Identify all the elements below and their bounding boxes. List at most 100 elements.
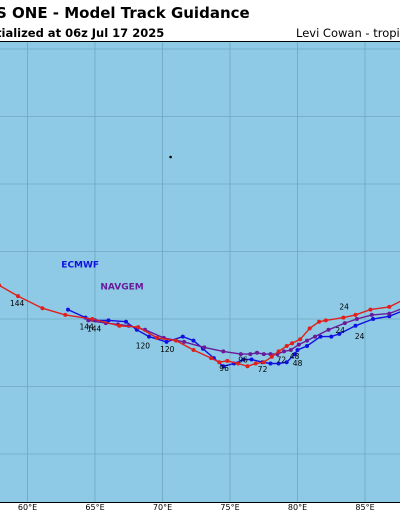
track-point-ecmwf [180, 334, 185, 339]
track-point-ecmwf [66, 307, 70, 312]
track-point-ecmwf [305, 344, 309, 348]
track-point-gfs [307, 326, 312, 331]
track-point-navgem [255, 350, 259, 355]
forecast-hour-label: 120 [160, 345, 175, 354]
forecast-hour-label: 96 [219, 364, 229, 373]
track-point-gfs [298, 337, 303, 342]
track-point-navgem [313, 334, 317, 339]
track-point-gfs [217, 360, 222, 365]
longitude-axis: 60°E 65°E 70°E 75°E 80°E 85°E [0, 502, 400, 516]
track-point-ecmwf [249, 357, 254, 362]
track-point-gfs [341, 315, 346, 320]
track-point-navgem [182, 339, 187, 344]
track-point-navgem [288, 348, 293, 352]
track-point-ecmwf [241, 357, 246, 362]
track-point-navgem [326, 327, 331, 332]
track-point-ecmwf [164, 339, 169, 344]
forecast-hour-label: 96 [238, 356, 248, 365]
track-point-gfs [191, 348, 196, 352]
track-point-ecmwf [295, 348, 300, 352]
track-point-gfs [236, 361, 241, 366]
lon-tick-label: 70°E [152, 503, 173, 512]
track-point-gfs [245, 364, 250, 369]
track-point-ecmwf [329, 334, 334, 339]
track-map-canvas: 24 48 96 120 144 ECMWF 24 48 120 144 NAVGEM 24 72 72 9… [0, 42, 400, 502]
track-point-navgem [238, 352, 243, 357]
track-point-gfs [387, 304, 392, 309]
track-point-gfs [317, 319, 322, 324]
track-point-navgem [248, 352, 253, 357]
track-point-ecmwf [292, 352, 297, 357]
track-point-ecmwf [284, 360, 289, 365]
track-point-gfs [90, 317, 95, 321]
track-point-ecmwf [124, 319, 128, 324]
forecast-hour-label: 120 [136, 342, 151, 351]
forecast-hour-label: 144 [87, 324, 102, 333]
forecast-hour-label: 144 [80, 323, 95, 332]
track-point-gfs [276, 349, 281, 354]
track-point-navgem [296, 342, 301, 347]
track-point-navgem [86, 318, 91, 323]
page-title: S ONE - Model Track Guidance [0, 2, 400, 24]
track-point-ecmwf [106, 318, 111, 323]
track-point-gfs [368, 307, 373, 312]
lon-tick-label: 75°E [220, 503, 240, 512]
track-point-navgem [221, 349, 226, 354]
track-point-gfs [209, 356, 214, 361]
track-point-navgem [369, 312, 374, 317]
track-point-gfs [174, 338, 178, 343]
track-point-navgem [387, 311, 392, 316]
track-point-ecmwf [353, 323, 358, 328]
track-point-ecmwf [318, 334, 323, 339]
forecast-hour-label: 24 [339, 303, 349, 312]
track-point-ecmwf [337, 331, 342, 336]
track-point-gfs [323, 318, 328, 323]
track-point-navgem [354, 317, 359, 321]
page-title-text: S ONE - Model Track Guidance [0, 4, 250, 22]
track-ecmwf[interactable]: 24 48 96 120 144 ECMWF [61, 261, 400, 369]
lon-tick-label: 65°E [85, 503, 105, 512]
track-point-ecmwf [221, 364, 226, 369]
track-point-navgem [282, 349, 286, 354]
forecast-hour-label: 24 [355, 332, 365, 341]
forecast-hour-label: 24 [335, 326, 345, 335]
track-point-gfs [225, 358, 230, 363]
track-point-navgem [342, 321, 347, 326]
lon-tick-label: 80°E [287, 503, 308, 512]
track-point-gfs [253, 361, 258, 366]
forecast-hour-label: 48 [293, 359, 303, 368]
track-point-navgem [261, 352, 266, 357]
model-label-navgem: NAVGEM [100, 282, 143, 292]
track-point-gfs [155, 335, 160, 340]
track-point-ecmwf [276, 361, 281, 366]
author-credit: Levi Cowan - tropicaltid [296, 26, 400, 40]
track-point-gfs [290, 341, 295, 346]
track-point-gfs [261, 360, 266, 365]
track-point-gfs [63, 312, 68, 317]
ocean-background [0, 42, 400, 502]
subtitle-bar: tialized at 06z Jul 17 2025 Levi Cowan -… [0, 26, 400, 42]
track-point-gfs [269, 354, 274, 359]
track-point-ecmwf [371, 317, 376, 321]
track-point-ecmwf [147, 334, 151, 339]
forecast-hour-label: 72 [277, 355, 287, 364]
model-label-ecmwf: ECMWF [61, 261, 99, 271]
forecast-hour-label: 144 [10, 299, 25, 308]
track-point-navgem [202, 345, 207, 350]
init-time-label: tialized at 06z Jul 17 2025 [0, 26, 165, 40]
lon-tick-label: 60°E [17, 503, 38, 512]
track-map[interactable]: 24 48 96 120 144 ECMWF 24 48 120 144 NAVGEM 24 72 72 9… [0, 41, 400, 503]
track-point-gfs [353, 312, 358, 317]
track-point-gfs [0, 283, 2, 288]
track-point-gfs [136, 325, 141, 330]
forecast-hour-label: 72 [258, 365, 268, 374]
track-point-navgem [305, 338, 309, 343]
track-point-ecmwf [191, 338, 196, 343]
track-point-gfs [117, 323, 122, 328]
track-line-gfs [0, 285, 400, 368]
track-line-navgem [88, 308, 400, 355]
lon-tick-label: 85°E [355, 503, 375, 512]
track-gfs[interactable]: 24 72 72 96 144 [0, 283, 400, 374]
track-point-gfs [284, 344, 289, 348]
track-point-ecmwf [268, 361, 273, 366]
